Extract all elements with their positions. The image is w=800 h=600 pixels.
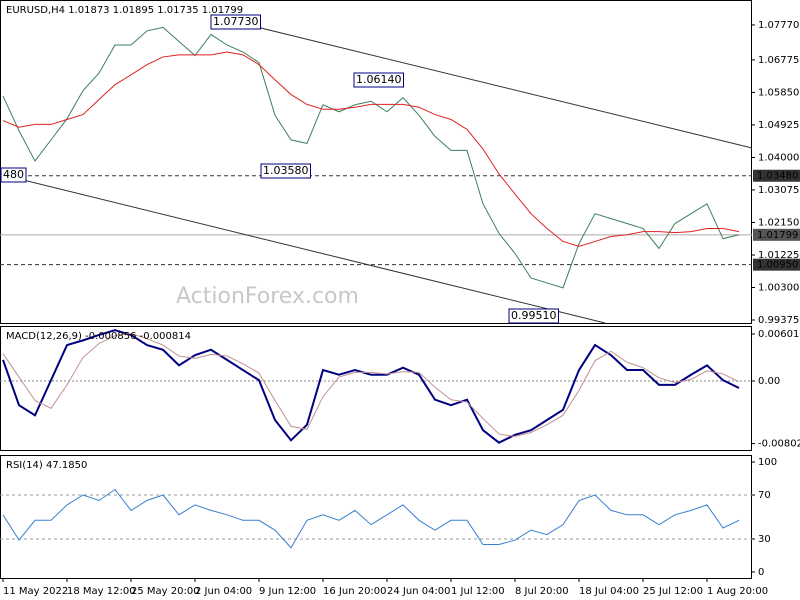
trend-line (2, 174, 606, 324)
panel-title: EURUSD,H4 1.01873 1.01895 1.01735 1.0179… (6, 5, 243, 16)
level-label: 1.01799 (757, 230, 798, 241)
annotation-label: 1.06140 (356, 73, 402, 86)
annotation-box (508, 308, 559, 324)
panel-border (0, 455, 752, 579)
x-tick-label: 25 Jul 12:00 (643, 586, 703, 597)
y-tick-label: 30 (758, 534, 771, 545)
y-tick-label: -0.00802 (758, 439, 800, 450)
x-tick-label: 18 May 12:00 (67, 586, 136, 597)
x-tick-label: 1 Jul 12:00 (451, 586, 505, 597)
plot-area (2, 488, 740, 549)
watermark: ActionForex.com (176, 284, 359, 309)
series-line (2, 332, 740, 437)
y-tick-label: 1.03075 (758, 185, 799, 196)
annotation-box (210, 14, 261, 30)
x-tick-label: 11 May 2022 (3, 586, 68, 597)
plot-area (2, 329, 740, 444)
panel-border (0, 0, 752, 324)
x-tick-label: 1 Aug 20:00 (707, 586, 768, 597)
level-box (753, 169, 800, 182)
panel-border (0, 326, 752, 451)
level-box (753, 258, 800, 271)
panel-title: RSI(14) 47.1850 (6, 460, 87, 471)
trend-line (219, 17, 753, 149)
y-tick-label: 1.02150 (758, 217, 799, 228)
annotation-label: 1.03580 (263, 164, 309, 177)
x-tick-label: 2 Jun 04:00 (195, 586, 252, 597)
annotation-label: 1.07730 (213, 15, 259, 28)
panel-title: MACD(12,26,9) -0.000856 -0.000814 (6, 331, 191, 342)
plot-area (2, 26, 740, 289)
y-tick-label: 0 (758, 567, 764, 578)
y-tick-label: 0.006018 (758, 329, 800, 340)
annotation-label: 0.99510 (511, 309, 557, 322)
annotation-box (0, 167, 27, 183)
x-tick-label: 25 May 20:00 (131, 586, 200, 597)
y-tick-label: 0.00 (758, 376, 780, 387)
level-box (753, 228, 800, 241)
y-tick-label: 70 (758, 490, 771, 501)
series-line (2, 488, 740, 549)
x-tick-label: 18 Jul 04:00 (579, 586, 639, 597)
y-tick-label: 1.04925 (758, 120, 799, 131)
series-line (2, 51, 740, 247)
y-tick-label: 100 (758, 457, 777, 468)
x-tick-label: 24 Jun 04:00 (387, 586, 451, 597)
x-tick-label: 8 Jul 20:00 (515, 586, 569, 597)
series-line (2, 26, 740, 289)
level-label: 1.00950 (757, 260, 798, 271)
y-tick-label: 1.06775 (758, 55, 799, 66)
x-tick-label: 9 Jun 12:00 (259, 586, 316, 597)
annotation-box (353, 72, 404, 88)
y-tick-label: 1.01225 (758, 250, 799, 261)
annotation-label: 480 (3, 168, 24, 181)
annotation-box (260, 163, 311, 179)
y-tick-label: 1.04000 (758, 152, 799, 163)
y-tick-label: 0.99375 (758, 315, 799, 326)
x-tick-label: 16 Jun 20:00 (323, 586, 387, 597)
level-label: 1.03480 (757, 171, 798, 182)
y-tick-label: 1.00300 (758, 283, 799, 294)
y-tick-label: 1.07770 (758, 20, 799, 31)
y-tick-label: 1.05850 (758, 87, 799, 98)
series-line (2, 329, 740, 444)
